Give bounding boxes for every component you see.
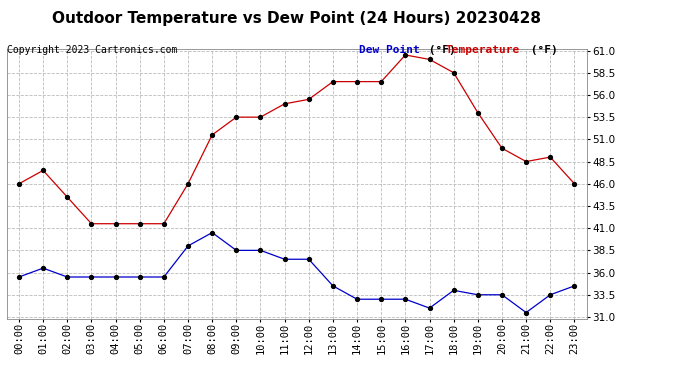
Text: (°F): (°F) (422, 45, 456, 55)
Text: Copyright 2023 Cartronics.com: Copyright 2023 Cartronics.com (7, 45, 177, 55)
Text: Temperature: Temperature (445, 45, 520, 55)
Text: Outdoor Temperature vs Dew Point (24 Hours) 20230428: Outdoor Temperature vs Dew Point (24 Hou… (52, 11, 541, 26)
Text: Dew Point: Dew Point (359, 45, 420, 55)
Text: (°F): (°F) (524, 45, 558, 55)
